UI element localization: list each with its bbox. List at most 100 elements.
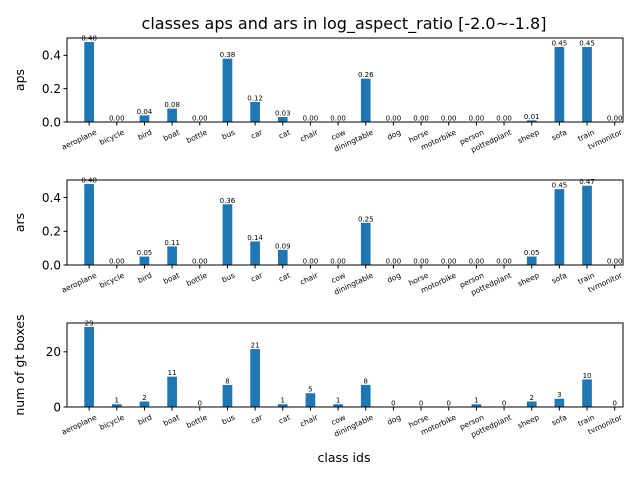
value-label: 0.47 [579, 178, 595, 186]
bar-train [582, 379, 592, 407]
x-tick-label: cat [277, 413, 291, 426]
x-tick-label: chair [299, 270, 321, 286]
value-label: 0.00 [496, 258, 512, 266]
value-label: 0.38 [220, 51, 236, 59]
value-label: 0.00 [303, 115, 319, 123]
value-label: 0.00 [386, 258, 402, 266]
x-tick-label: bottle [185, 270, 209, 288]
value-label: 0.45 [552, 182, 568, 190]
x-tick-label: sofa [550, 413, 568, 428]
axes-frame [66, 179, 624, 266]
value-label: 1 [474, 397, 478, 405]
value-label: 0.00 [192, 115, 208, 123]
x-tick-label: car [249, 270, 264, 284]
bar-boat [167, 246, 177, 265]
x-tick-label: dog [386, 271, 403, 285]
x-tick-label: bicycle [98, 127, 126, 146]
bar-boat [167, 108, 177, 122]
bar-bus [222, 58, 233, 122]
bar-train [582, 47, 592, 122]
bar-sheep [526, 120, 537, 122]
value-label: 10 [583, 372, 592, 380]
bar-bird [139, 256, 150, 265]
bar-diningtable [360, 384, 371, 407]
bar-diningtable [360, 222, 371, 265]
value-label: 0.00 [469, 258, 485, 266]
x-tick-label: aeroplane [60, 270, 98, 294]
value-label: 0.11 [164, 239, 180, 247]
value-label: 0.45 [552, 40, 568, 48]
bar-cat [277, 249, 288, 265]
y-tick-label: 0.2 [42, 82, 61, 96]
value-label: 0.00 [109, 258, 125, 266]
value-label: 1 [336, 397, 340, 405]
bar-bird [139, 115, 150, 122]
y-tick-label: 0.4 [42, 49, 61, 63]
x-tick-label: sofa [550, 271, 568, 286]
x-tick-label: bus [220, 413, 236, 427]
bar-car [250, 349, 260, 407]
bar-sheep [526, 401, 537, 407]
value-label: 0.00 [413, 258, 429, 266]
x-tick-label: sheep [516, 271, 541, 289]
chart-title: classes aps and ars in log_aspect_ratio … [142, 14, 547, 34]
bar-diningtable [360, 78, 371, 122]
bar-train [582, 185, 592, 265]
value-label: 0.05 [524, 249, 540, 257]
bar-bus [222, 204, 233, 265]
value-label: 0.01 [524, 113, 540, 121]
panel-2: 0.480.000.050.110.000.360.140.090.00 0.00… [12, 177, 624, 298]
bar-bird [139, 401, 150, 407]
x-tick-label: bus [220, 128, 236, 142]
bar-aeroplane [84, 42, 94, 122]
x-tick-label: chair [299, 412, 321, 428]
x-tick-label: bicycle [98, 270, 126, 289]
value-label: 0.00 [607, 258, 623, 266]
value-label: 0 [446, 400, 450, 408]
value-label: 0.45 [579, 40, 595, 48]
value-label: 0 [419, 400, 423, 408]
x-tick-label: sofa [550, 128, 568, 143]
value-label: 0.00 [386, 115, 402, 123]
x-tick-label: car [249, 127, 264, 141]
value-label: 0 [612, 400, 616, 408]
value-label: 0.36 [220, 197, 236, 205]
y-tick-label: 0.2 [42, 225, 61, 239]
x-axis-label: class ids [318, 450, 371, 465]
value-label: 0.03 [275, 110, 291, 118]
value-label: 0.25 [358, 215, 374, 223]
x-tick-label: boat [162, 271, 181, 286]
bar-sofa [554, 398, 565, 407]
value-label: 0.00 [496, 115, 512, 123]
y-axis-label: num of gt boxes [12, 314, 27, 415]
x-tick-label: cat [277, 271, 291, 284]
bar-sofa [554, 189, 565, 265]
value-label: 5 [308, 386, 312, 394]
value-label: 0 [502, 400, 506, 408]
value-label: 2 [142, 394, 146, 402]
axes-frame [66, 322, 624, 408]
x-tick-label: bird [136, 271, 153, 285]
value-label: 0 [391, 400, 395, 408]
x-tick-label: bottle [185, 127, 209, 145]
value-label: 8 [225, 377, 229, 385]
value-label: 1 [281, 397, 285, 405]
value-label: 0.14 [247, 234, 263, 242]
y-tick-label: 0.0 [42, 115, 61, 129]
x-tick-label: bird [136, 128, 153, 142]
value-label: 0.00 [330, 258, 346, 266]
x-tick-label: aeroplane [60, 412, 98, 436]
bar-cat [277, 404, 288, 407]
axes-frame [66, 37, 624, 123]
bar-boat [167, 376, 177, 407]
x-tick-label: chair [299, 127, 321, 143]
value-label: 0.00 [303, 258, 319, 266]
value-label: 0.09 [275, 242, 291, 250]
bar-cat [277, 117, 288, 122]
value-label: 0.00 [109, 115, 125, 123]
bar-bus [222, 384, 233, 407]
y-tick-label: 0 [53, 400, 61, 414]
value-label: 0.26 [358, 71, 374, 79]
bar-car [250, 241, 260, 265]
